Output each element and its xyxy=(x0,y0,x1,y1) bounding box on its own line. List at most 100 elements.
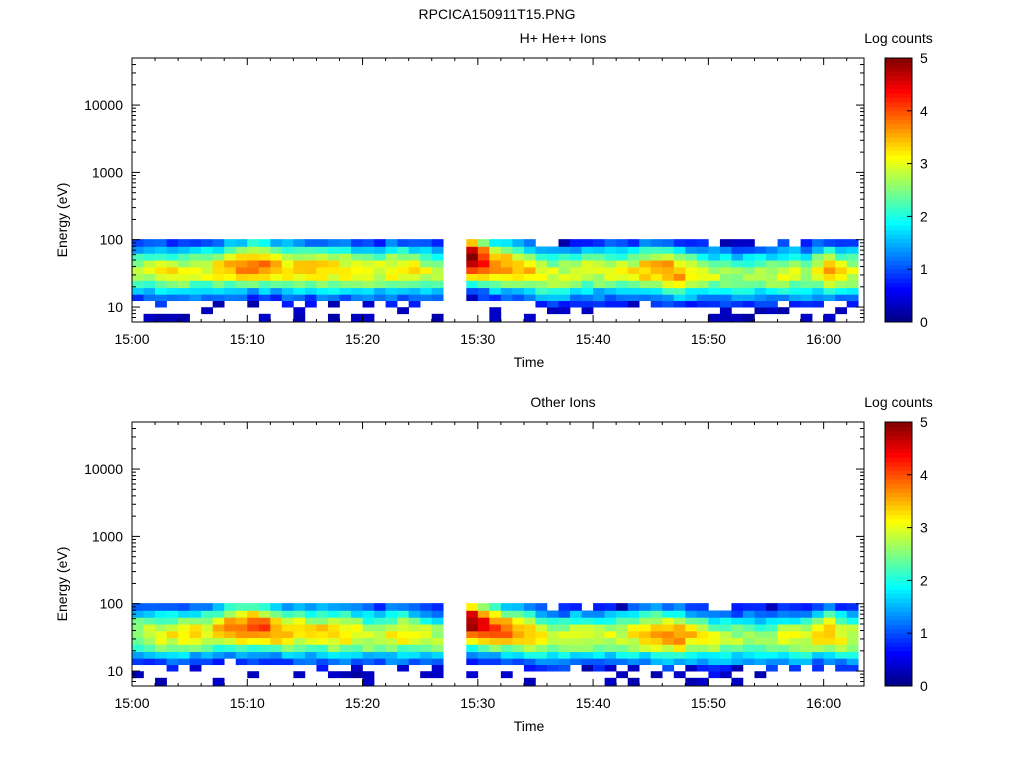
heatmap-cell xyxy=(339,631,352,638)
heatmap-cell xyxy=(639,267,652,274)
heatmap-cell xyxy=(673,671,686,679)
heatmap-cell xyxy=(397,637,409,645)
heatmap-cell xyxy=(201,280,213,289)
heatmap-cell xyxy=(155,313,167,322)
heatmap-cell xyxy=(696,637,709,645)
heatmap-cell xyxy=(685,624,698,632)
heatmap-cell xyxy=(316,294,329,302)
heatmap-cell xyxy=(731,658,744,666)
colorbar-segment xyxy=(885,304,912,310)
heatmap-cell xyxy=(593,273,605,281)
heatmap-cell xyxy=(789,300,801,308)
heatmap-cell xyxy=(662,260,675,268)
heatmap-cell xyxy=(339,644,352,653)
heatmap-cell xyxy=(189,603,202,611)
heatmap-cell xyxy=(800,287,813,295)
heatmap-cell xyxy=(604,651,617,659)
heatmap-cell xyxy=(685,260,698,268)
heatmap-cell xyxy=(189,624,202,632)
heatmap-cell xyxy=(270,644,283,653)
y-tick-label: 10 xyxy=(107,663,123,679)
heatmap-cell xyxy=(327,294,340,302)
heatmap-cell xyxy=(132,617,144,625)
heatmap-cell xyxy=(178,294,190,302)
heatmap-cell xyxy=(304,267,317,274)
heatmap-cell xyxy=(685,603,698,611)
heatmap-cell xyxy=(662,664,675,672)
heatmap-cell xyxy=(731,664,744,672)
heatmap-cell xyxy=(270,287,283,295)
heatmap-cell xyxy=(316,267,329,274)
heatmap-cell xyxy=(846,631,859,638)
heatmap-cell xyxy=(742,260,755,268)
heatmap-cell xyxy=(766,300,778,308)
heatmap-cell xyxy=(374,287,386,295)
heatmap-cell xyxy=(385,300,398,308)
heatmap-cell xyxy=(535,610,548,618)
heatmap-cell xyxy=(362,624,375,632)
heatmap-cell xyxy=(351,658,363,666)
heatmap-cell xyxy=(316,610,329,618)
heatmap-cell xyxy=(201,260,213,268)
heatmap-cell xyxy=(512,617,525,625)
heatmap-cell xyxy=(374,658,386,666)
heatmap-cell xyxy=(500,651,513,659)
heatmap-cell xyxy=(431,644,444,653)
heatmap-cell xyxy=(362,644,375,653)
heatmap-cell xyxy=(662,253,675,261)
colorbar-segment xyxy=(885,291,912,297)
heatmap-cell xyxy=(650,294,663,302)
heatmap-cell xyxy=(500,246,513,254)
heatmap-cell xyxy=(351,644,363,653)
heatmap-cell xyxy=(374,280,386,289)
heatmap-cell xyxy=(293,631,306,638)
heatmap-cell xyxy=(201,603,213,611)
heatmap-cell xyxy=(639,631,652,638)
heatmap-cell xyxy=(281,294,294,302)
heatmap-cell xyxy=(189,239,202,247)
heatmap-cell xyxy=(777,651,790,659)
heatmap-cell xyxy=(742,273,755,281)
x-tick-label: 16:00 xyxy=(806,695,841,711)
heatmap-cell xyxy=(316,273,329,281)
heatmap-cell xyxy=(166,253,179,261)
heatmap-cell xyxy=(719,307,732,315)
heatmap-cell xyxy=(593,637,605,645)
heatmap-cell xyxy=(270,637,283,645)
heatmap-cells xyxy=(132,239,859,322)
heatmap-cell xyxy=(489,260,502,268)
heatmap-cell xyxy=(189,610,202,618)
heatmap-cell xyxy=(351,671,363,679)
heatmap-cell xyxy=(477,239,490,247)
heatmap-cell xyxy=(489,273,502,281)
heatmap-cell xyxy=(155,658,167,666)
heatmap-cell xyxy=(523,294,536,302)
heatmap-cell xyxy=(812,610,824,618)
heatmap-cell xyxy=(431,273,444,281)
heatmap-cell xyxy=(754,260,767,268)
heatmap-cell xyxy=(155,253,167,261)
heatmap-cell xyxy=(835,617,848,625)
heatmap-cell xyxy=(789,287,801,295)
heatmap-cell xyxy=(616,671,628,679)
heatmap-cell xyxy=(374,246,386,254)
heatmap-cell xyxy=(374,239,386,247)
colorbar-tick-label: 5 xyxy=(920,50,928,66)
heatmap-cell xyxy=(132,280,144,289)
heatmap-cell xyxy=(235,637,248,645)
heatmap-cell xyxy=(708,267,721,274)
heatmap-cell xyxy=(397,280,409,289)
heatmap-cell xyxy=(523,677,536,686)
heatmap-cell xyxy=(293,287,306,295)
heatmap-cell xyxy=(789,624,801,632)
heatmap-cell xyxy=(696,631,709,638)
heatmap-cell xyxy=(258,610,271,618)
colorbar-segment xyxy=(885,273,912,279)
colorbar-segment xyxy=(885,589,912,595)
heatmap-cell xyxy=(604,637,617,645)
heatmap-cell xyxy=(178,603,190,611)
heatmap-cell xyxy=(327,287,340,295)
heatmap-cell xyxy=(535,644,548,653)
heatmap-cell xyxy=(846,294,859,302)
heatmap-cell xyxy=(812,287,824,295)
